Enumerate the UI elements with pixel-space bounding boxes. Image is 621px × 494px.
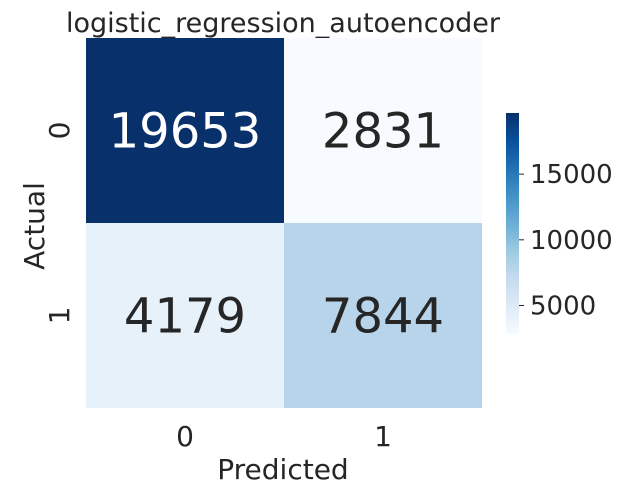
heatmap-cell <box>86 38 284 223</box>
colorbar-tick-label: 5000 <box>530 292 596 322</box>
heatmap-cells <box>86 38 482 408</box>
colorbar-ticks: 5000 10000 15000 <box>519 160 613 322</box>
y-tick-label: 0 <box>43 122 76 140</box>
x-tick-label: 1 <box>374 420 392 453</box>
colorbar-tick-label: 10000 <box>530 226 613 256</box>
x-axis-label: Predicted <box>217 453 348 486</box>
y-tick-labels: 01 <box>43 122 76 325</box>
heatmap-cell-labels: 19653 2831 4179 7844 <box>109 104 444 345</box>
y-tick-label: 1 <box>43 307 76 325</box>
chart-title: logistic_regression_autoencoder <box>66 8 501 39</box>
x-tick-label: 0 <box>176 420 194 453</box>
heatmap-cell <box>284 38 482 223</box>
cell-value-label: 2831 <box>322 104 444 160</box>
y-axis-label: Actual <box>18 182 51 270</box>
cell-value-label: 7844 <box>322 289 444 345</box>
cell-value-label: 19653 <box>109 104 262 160</box>
heatmap-cell <box>284 223 482 408</box>
colorbar-tick-label: 15000 <box>530 160 613 190</box>
colorbar <box>506 113 519 334</box>
heatmap-cell <box>86 223 284 408</box>
cell-value-label: 4179 <box>124 289 246 345</box>
